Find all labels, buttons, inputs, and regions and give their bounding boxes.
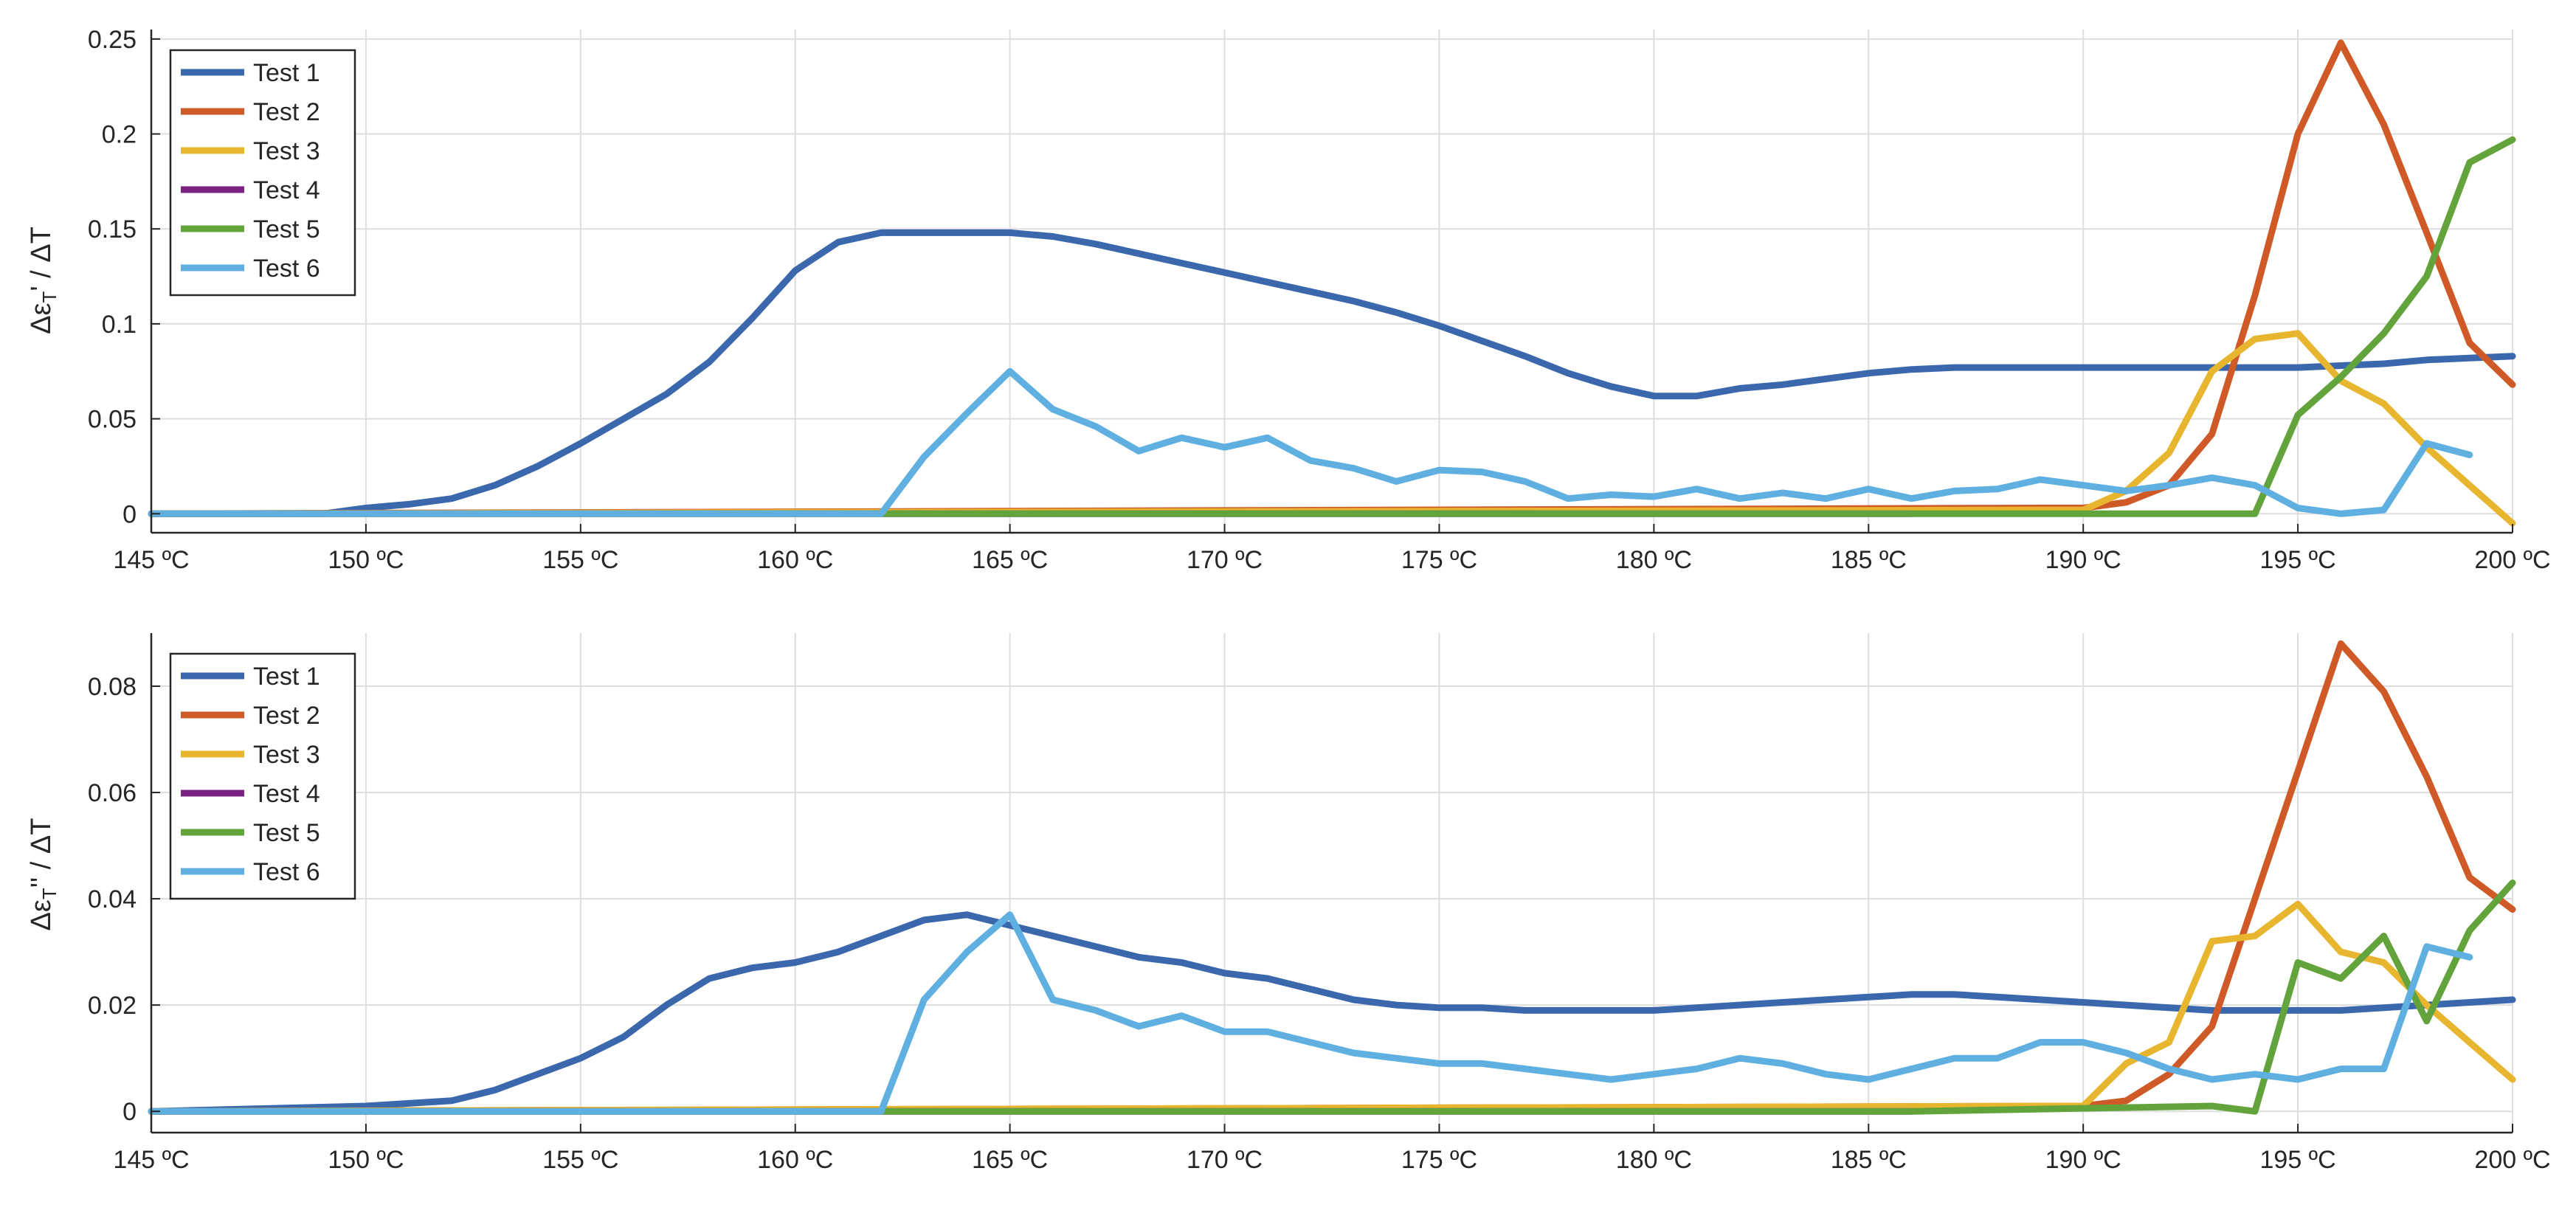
series-line-test-5 [148, 136, 2516, 517]
x-tick-label: 160 ºC [757, 1146, 833, 1174]
chart-panel-bottom: ΔεT'' / ΔT 145 ºC 150 ºC 155 ºC 160 ºC 165 º… [26, 633, 2551, 1174]
x-tick-label: 165 ºC [972, 1146, 1048, 1174]
x-tick-label: 160 ºC [757, 546, 833, 574]
series-line-test-6 [148, 911, 2473, 1115]
x-tick-label: 145 ºC [113, 546, 189, 574]
x-tick-label: 190 ºC [2045, 546, 2121, 574]
legend-label: Test 5 [253, 819, 320, 847]
legend-label: Test 6 [253, 858, 320, 886]
legend-label: Test 1 [253, 59, 320, 87]
x-tick-label: 175 ºC [1401, 1146, 1477, 1174]
y-tick-label: 0.06 [88, 779, 137, 807]
legend-box [169, 652, 356, 900]
x-tick-label: 190 ºC [2045, 1146, 2121, 1174]
legend-label: Test 2 [253, 98, 320, 126]
plot-area [151, 30, 2513, 533]
x-tick-label: 165 ºC [972, 546, 1048, 574]
series-line-test-5 [148, 880, 2516, 1115]
legend-label: Test 6 [253, 255, 320, 283]
x-tick-label: 185 ºC [1831, 546, 1907, 574]
x-tick-label: 185 ºC [1831, 1146, 1907, 1174]
y-tick-label: 0.1 [102, 311, 137, 339]
chart-panel-top: ΔεT' / ΔT 145 ºC 150 ºC 155 ºC 160 ºC 165 ºC… [26, 26, 2551, 574]
series-line-test-1 [148, 911, 2516, 1115]
x-tick-label: 155 ºC [542, 546, 618, 574]
y-tick-label: 0 [122, 500, 137, 528]
x-tick-label: 195 ºC [2260, 1146, 2336, 1174]
x-tick-label: 170 ºC [1187, 546, 1263, 574]
x-tick-label: 175 ºC [1401, 546, 1477, 574]
legend-label: Test 5 [253, 215, 320, 243]
x-tick-label: 180 ºC [1616, 1146, 1692, 1174]
legend-label: Test 4 [253, 780, 320, 808]
y-tick-label: 0.02 [88, 992, 137, 1020]
legend: Test 1 Test 2 Test 3 Test 4 Test 5 Test 6 [169, 49, 356, 297]
y-tick-label: 0.04 [88, 885, 137, 913]
y-axis-label: ΔεT' / ΔT [26, 227, 61, 334]
legend: Test 1 Test 2 Test 3 Test 4 Test 5 Test 6 [169, 652, 356, 900]
x-tick-label: 200 ºC [2474, 546, 2550, 574]
y-tick-label: 0 [122, 1098, 137, 1126]
y-tick-label: 0.15 [88, 215, 137, 243]
x-tick-label: 170 ºC [1187, 1146, 1263, 1174]
series-line-test-3 [148, 330, 2516, 527]
series-line-test-2 [148, 640, 2516, 1115]
y-axis-label: ΔεT'' / ΔT [26, 818, 61, 931]
y-tick-label: 0.25 [88, 26, 137, 54]
x-tick-label: 155 ºC [542, 1146, 618, 1174]
x-tick-label: 150 ºC [328, 546, 404, 574]
x-tick-label: 145 ºC [113, 1146, 189, 1174]
x-tick-label: 200 ºC [2474, 1146, 2550, 1174]
legend-label: Test 3 [253, 741, 320, 769]
plot-area [151, 633, 2513, 1133]
legend-label: Test 2 [253, 702, 320, 730]
legend-label: Test 1 [253, 663, 320, 691]
x-tick-label: 150 ºC [328, 1146, 404, 1174]
series-line-test-1 [148, 229, 2516, 517]
series-line-test-6 [148, 367, 2473, 517]
legend-label: Test 3 [253, 137, 320, 165]
y-tick-label: 0.05 [88, 406, 137, 434]
y-tick-label: 0.2 [102, 121, 137, 149]
x-tick-label: 195 ºC [2260, 546, 2336, 574]
legend-box [169, 49, 356, 297]
legend-label: Test 4 [253, 176, 320, 204]
y-tick-label: 0.08 [88, 673, 137, 701]
x-tick-label: 180 ºC [1616, 546, 1692, 574]
